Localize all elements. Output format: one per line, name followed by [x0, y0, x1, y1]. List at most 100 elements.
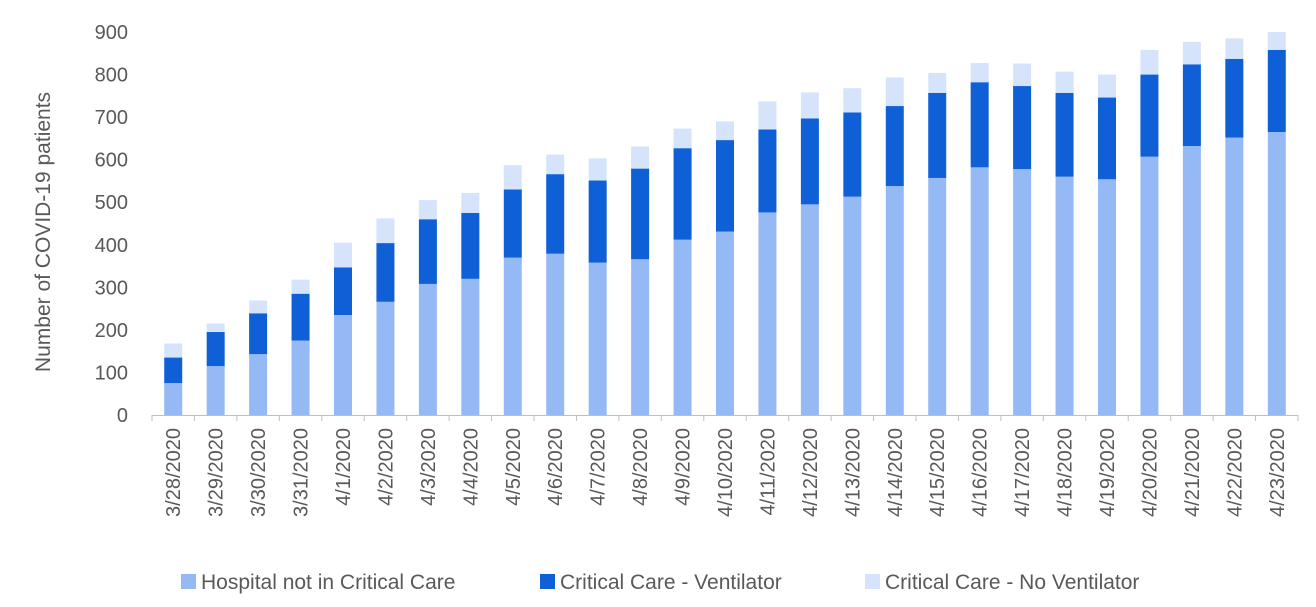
x-tick-label: 4/23/2020	[1267, 428, 1289, 517]
bar-segment-series-1	[588, 262, 607, 415]
bars-layer	[164, 32, 1286, 416]
bar-segment-series-3	[928, 72, 947, 93]
x-tick-label: 4/13/2020	[842, 428, 864, 517]
bar-segment-series-1	[1055, 176, 1074, 415]
bar-segment-series-2	[1098, 97, 1116, 180]
y-tick-label: 300	[95, 277, 128, 299]
bar-segment-series-3	[800, 92, 819, 119]
bar-segment-series-1	[1267, 132, 1286, 415]
bar-segment-series-3	[503, 165, 522, 190]
bar-segment-series-2	[1182, 64, 1201, 147]
x-tick-label: 4/11/2020	[757, 428, 779, 516]
bar-segment-series-3	[1013, 63, 1032, 87]
x-tick-label: 4/8/2020	[630, 428, 652, 506]
bar-segment-series-2	[503, 189, 522, 258]
bar-segment-series-2	[673, 148, 692, 240]
x-tick-label: 4/15/2020	[927, 428, 949, 517]
bar-segment-series-2	[546, 174, 565, 254]
legend-swatch	[181, 574, 196, 589]
bar-segment-series-1	[716, 231, 734, 415]
bar-segment-series-2	[758, 129, 777, 213]
x-tick-label: 4/5/2020	[503, 428, 525, 506]
y-tick-label: 0	[117, 405, 128, 427]
bar-segment-series-1	[631, 259, 650, 415]
bar-segment-series-1	[885, 186, 904, 415]
bar-segment-series-3	[1140, 49, 1159, 75]
bar-segment-series-2	[1055, 92, 1074, 177]
bar-segment-series-1	[546, 253, 565, 415]
x-tick-label: 4/14/2020	[885, 428, 907, 517]
x-tick-label: 4/4/2020	[460, 428, 482, 506]
x-tick-label: 3/29/2020	[206, 428, 228, 517]
bar-segment-series-1	[376, 301, 395, 415]
bar-segment-series-1	[970, 167, 989, 415]
bar-segment-series-1	[928, 177, 947, 415]
bar-segment-series-2	[716, 140, 734, 232]
x-tick-label: 3/30/2020	[248, 428, 270, 517]
bar-segment-series-1	[291, 340, 310, 415]
y-tick-label: 900	[95, 22, 128, 44]
bar-segment-series-1	[249, 354, 268, 415]
bar-segment-series-2	[291, 293, 310, 341]
x-tick-label: 4/16/2020	[970, 428, 992, 517]
x-tick-label: 4/12/2020	[800, 428, 822, 517]
bar-segment-series-2	[800, 118, 819, 205]
bar-segment-series-3	[546, 154, 565, 175]
bar-segment-series-3	[334, 242, 352, 268]
x-axis-ticks: 3/28/2020 3/29/2020 3/30/2020 3/31/2020 4/1/…	[151, 415, 1299, 517]
x-tick-label: 4/7/2020	[588, 428, 610, 506]
bar-segment-series-2	[1140, 74, 1159, 157]
bar-segment-series-2	[249, 313, 268, 355]
bar-segment-series-3	[1267, 32, 1286, 50]
x-tick-label: 3/28/2020	[163, 428, 185, 517]
bar-segment-series-2	[928, 92, 947, 178]
bar-segment-series-3	[758, 101, 777, 130]
legend-swatch	[865, 574, 880, 589]
y-tick-label: 100	[95, 362, 128, 384]
bar-segment-series-3	[1098, 74, 1116, 98]
bar-segment-series-3	[1055, 71, 1074, 93]
y-tick-label: 700	[95, 107, 128, 129]
bar-segment-series-3	[1182, 41, 1201, 65]
bar-segment-series-1	[503, 257, 522, 415]
bar-segment-series-1	[461, 278, 480, 415]
bar-segment-series-3	[376, 218, 395, 244]
x-tick-label: 4/9/2020	[673, 428, 695, 506]
y-tick-label: 200	[95, 320, 128, 342]
bar-segment-series-3	[249, 300, 268, 314]
bar-segment-series-2	[334, 267, 352, 315]
x-tick-label: 4/1/2020	[333, 428, 355, 506]
bar-segment-series-3	[418, 200, 437, 220]
bar-segment-series-1	[1098, 179, 1116, 415]
x-tick-label: 4/6/2020	[545, 428, 567, 506]
bar-segment-series-2	[885, 106, 904, 187]
bar-segment-series-2	[1225, 58, 1244, 138]
y-axis-label: Number of COVID-19 patients	[32, 92, 55, 372]
x-tick-label: 4/19/2020	[1097, 428, 1119, 517]
y-axis-ticks: 0 100 200 300 400 500 600 700 800 900	[95, 22, 128, 427]
x-tick-label: 4/21/2020	[1182, 428, 1204, 517]
bar-segment-series-2	[461, 212, 480, 279]
bar-segment-series-2	[843, 112, 862, 197]
legend-item: Critical Care - Ventilator	[540, 571, 782, 594]
bar-segment-series-2	[588, 180, 607, 263]
bar-segment-series-3	[1225, 38, 1244, 59]
legend-item: Critical Care - No Ventilator	[865, 571, 1139, 594]
x-tick-label: 4/3/2020	[418, 428, 440, 506]
bar-segment-series-1	[843, 196, 862, 415]
bar-segment-series-2	[1267, 49, 1286, 133]
bar-segment-series-2	[970, 82, 989, 168]
bar-segment-series-2	[1013, 86, 1032, 170]
bar-segment-series-1	[206, 366, 225, 415]
legend-label: Critical Care - No Ventilator	[885, 571, 1139, 594]
bar-segment-series-3	[885, 77, 904, 107]
y-tick-label: 600	[95, 150, 128, 172]
y-tick-label: 500	[95, 192, 128, 214]
bar-segment-series-2	[376, 243, 395, 302]
legend-swatch	[540, 574, 555, 589]
bar-segment-series-1	[418, 283, 437, 415]
bar-segment-series-1	[758, 212, 777, 415]
bar-segment-series-1	[1182, 146, 1201, 416]
legend-item: Hospital not in Critical Care	[181, 571, 455, 594]
